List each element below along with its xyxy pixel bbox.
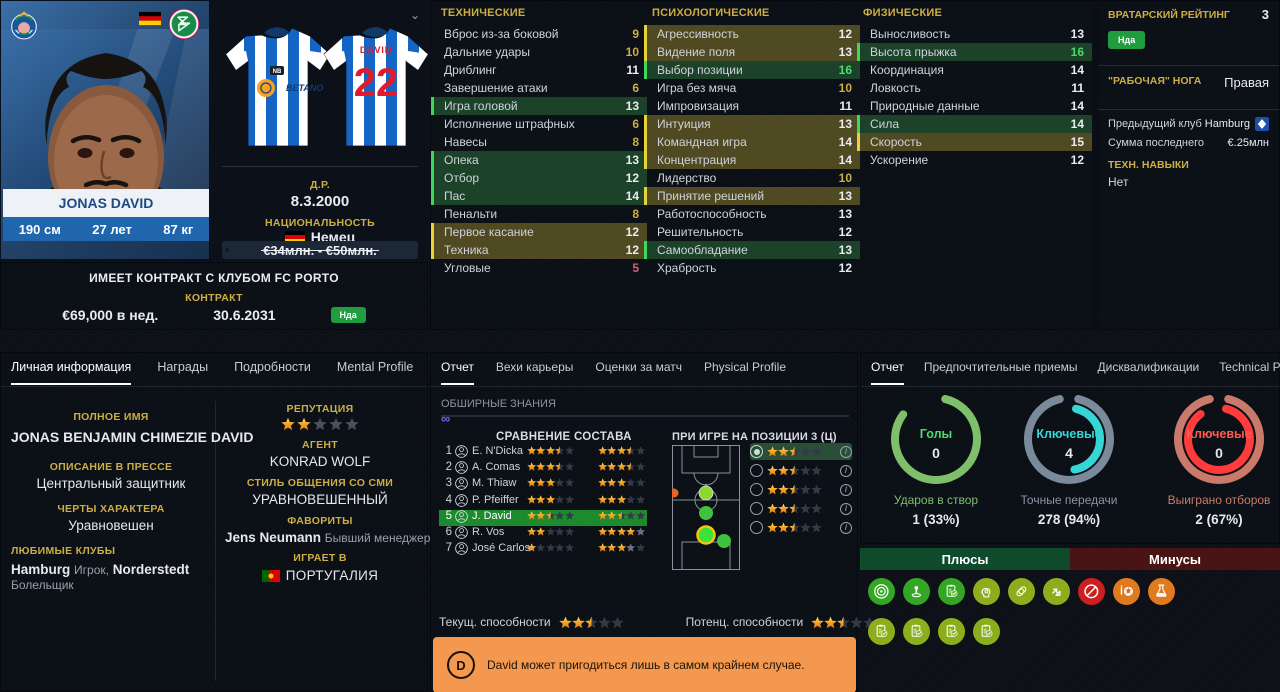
- svg-text:DAVID: DAVID: [360, 45, 392, 56]
- svg-text:22: 22: [354, 61, 399, 105]
- svg-text:BETANO: BETANO: [286, 83, 323, 93]
- svg-text:NB: NB: [273, 69, 282, 75]
